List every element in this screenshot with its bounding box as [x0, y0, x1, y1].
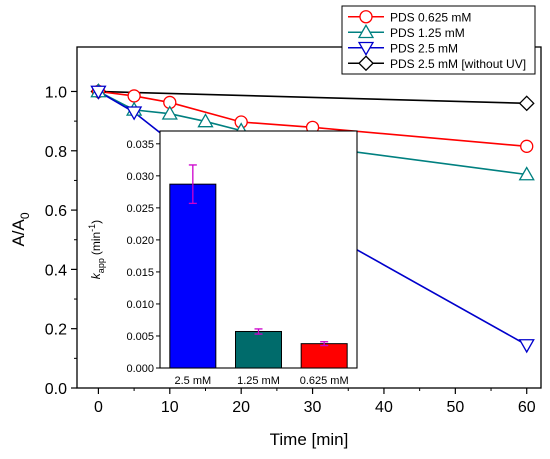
- inset-x-tick-label: 1.25 mM: [237, 375, 280, 387]
- main-plot: 0 10 20 30 40 50 60 0.0 0.2 0.4 0.6 0.8 1.0 Time [min…: [9, 46, 542, 449]
- inset-y-axis-label: kapp(min-1): [87, 220, 106, 279]
- legend-swatch-marker: [357, 23, 375, 39]
- x-tick-label: 30: [304, 399, 322, 416]
- legend-label: PDS 0.625 mM: [390, 10, 471, 24]
- data-point: [518, 95, 535, 112]
- x-tick-label: 10: [161, 399, 179, 416]
- legend-swatch-marker: [357, 41, 375, 57]
- inset-bar: [169, 183, 217, 369]
- x-tick-label: 40: [375, 399, 393, 416]
- inset-plot: 0.000 0.005 0.010 0.015 0.020 0.025 0.030 0.035…: [87, 130, 358, 387]
- y-tick-label: 0.2: [45, 322, 67, 339]
- inset-y-tick-label: 0.020: [126, 235, 154, 247]
- x-tick-label: 20: [232, 399, 250, 416]
- legend-label: PDS 2.5 mM: [390, 41, 458, 55]
- inset-y-tick-label: 0.000: [126, 363, 154, 375]
- data-point: [161, 105, 178, 120]
- data-point: [518, 166, 535, 181]
- inset-y-tick-label: 0.030: [126, 171, 154, 183]
- legend-label: PDS 2.5 mM [without UV]: [390, 57, 526, 71]
- y-tick-label: 0.8: [45, 144, 67, 161]
- y-tick-label: 0.4: [45, 262, 67, 279]
- legend-swatch-marker: [359, 10, 373, 24]
- legend-swatch-marker: [358, 55, 374, 72]
- inset-x-tick-label: 0.625 mM: [300, 375, 349, 387]
- data-point: [127, 89, 141, 103]
- inset-bar: [235, 330, 282, 369]
- x-tick-label: 0: [94, 399, 103, 416]
- series-line: [98, 90, 527, 105]
- inset-y-tick-label: 0.035: [126, 139, 154, 151]
- data-point: [197, 113, 214, 128]
- inset-y-tick-label: 0.005: [126, 331, 154, 343]
- x-tick-label: 60: [518, 399, 536, 416]
- y-tick-label: 0.6: [45, 203, 67, 220]
- plot-frame: [76, 46, 542, 389]
- data-point: [125, 106, 143, 121]
- y-tick-label: 0.0: [45, 381, 67, 398]
- data-point: [518, 339, 535, 354]
- x-tick-label: 50: [446, 399, 464, 416]
- inset-bar: [300, 343, 348, 369]
- inset-y-tick-label: 0.010: [126, 299, 154, 311]
- inset-y-tick-label: 0.025: [126, 203, 154, 215]
- data-point: [90, 85, 107, 100]
- legend-label: PDS 1.25 mM: [390, 26, 465, 40]
- inset-y-tick-label: 0.015: [126, 267, 154, 279]
- inset-x-tick-label: 2.5 mM: [174, 375, 211, 387]
- data-point: [520, 139, 534, 153]
- x-axis-label: Time [min]: [270, 430, 349, 449]
- y-axis-label: A/A0: [9, 212, 32, 246]
- y-tick-label: 1.0: [45, 84, 67, 101]
